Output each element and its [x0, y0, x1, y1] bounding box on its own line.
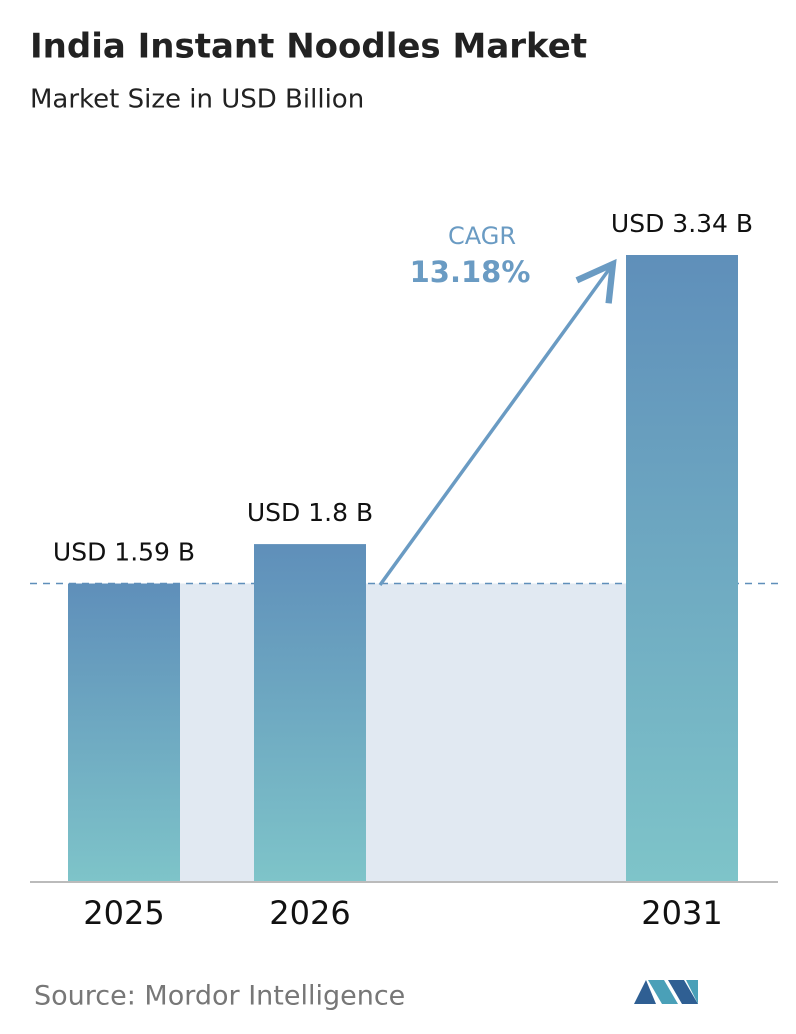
- cagr-value: 13.18%: [410, 255, 531, 289]
- x-tick-label: 2025: [83, 894, 164, 932]
- bar: [254, 544, 366, 882]
- plot-area: USD 1.59 B 2025 USD 1.8 B 2026 USD 3.34 B 203…: [30, 209, 778, 932]
- bar: [626, 255, 738, 882]
- cagr-arrow: [378, 258, 617, 587]
- cagr-label: CAGR: [448, 222, 516, 250]
- x-tick-label: 2031: [641, 894, 722, 932]
- chart-title: India Instant Noodles Market: [30, 27, 587, 67]
- bar: [68, 583, 180, 882]
- value-label: USD 3.34 B: [611, 209, 753, 238]
- chart-subtitle: Market Size in USD Billion: [30, 85, 364, 115]
- source: Source: Mordor Intelligence: [34, 981, 405, 1012]
- value-label: USD 1.8 B: [247, 498, 373, 527]
- value-label: USD 1.59 B: [53, 538, 195, 567]
- x-tick-label: 2026: [269, 894, 350, 932]
- reference-band: [124, 583, 682, 882]
- logo: [634, 980, 698, 1004]
